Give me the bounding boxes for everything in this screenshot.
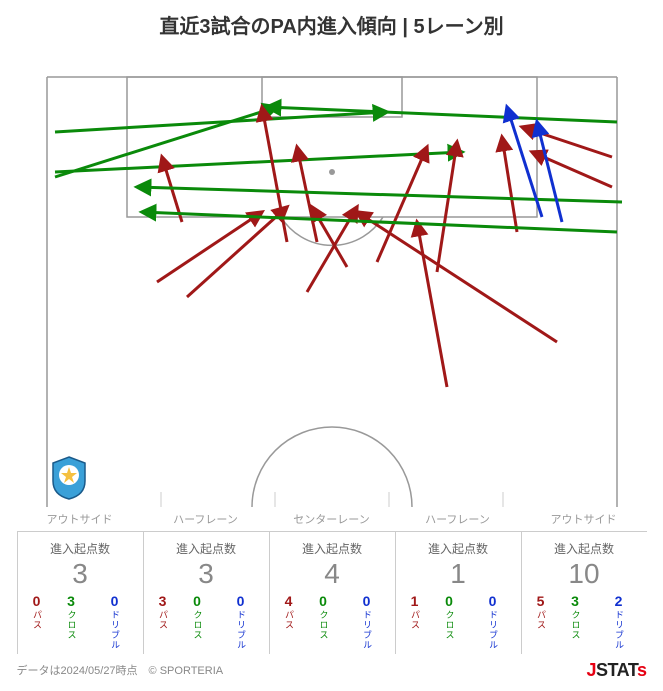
stat-dribble: 0 ドリブル bbox=[349, 594, 385, 650]
stat-cross-value: 3 bbox=[571, 594, 579, 608]
stat-dribble-value: 0 bbox=[363, 594, 371, 608]
stat-pass-value: 3 bbox=[159, 594, 167, 608]
stat-cross-value: 0 bbox=[319, 594, 327, 608]
arrow-cross bbox=[55, 152, 462, 172]
lane-stat-cell: 進入起点数 3 0 パス 3 クロス 0 ドリブル bbox=[17, 532, 144, 654]
stat-cross-label: クロス bbox=[571, 610, 580, 640]
chart-container: 直近3試合のPA内進入傾向 | 5レーン別 アウトサイドハーフレー bbox=[10, 10, 653, 681]
stat-total: 3 bbox=[22, 559, 139, 590]
stat-cross-label: クロス bbox=[445, 610, 454, 640]
jstats-logo: JSTATs bbox=[586, 660, 646, 681]
stat-cross: 3 クロス bbox=[58, 594, 85, 650]
arrow-cross bbox=[137, 187, 622, 202]
stat-header: 進入起点数 bbox=[22, 540, 139, 557]
stat-dribble: 2 ドリブル bbox=[601, 594, 637, 650]
stat-breakdown: 4 パス 0 クロス 0 ドリブル bbox=[274, 594, 391, 650]
chart-title: 直近3試合のPA内進入傾向 | 5レーン別 bbox=[10, 10, 653, 39]
arrow-pass bbox=[437, 142, 457, 272]
lane-label: ハーフレーン bbox=[395, 507, 521, 531]
stat-pass: 4 パス bbox=[280, 594, 298, 650]
stat-cross-label: クロス bbox=[193, 610, 202, 640]
arrow-pass bbox=[377, 147, 427, 262]
stat-pass: 0 パス bbox=[28, 594, 46, 650]
stat-pass-label: パス bbox=[158, 610, 167, 630]
lane-stat-cell: 進入起点数 4 4 パス 0 クロス 0 ドリブル bbox=[270, 532, 396, 654]
arrow-pass bbox=[417, 222, 447, 387]
stat-dribble-label: ドリブル bbox=[362, 610, 371, 650]
stat-breakdown: 1 パス 0 クロス 0 ドリブル bbox=[400, 594, 517, 650]
arrow-cross bbox=[55, 112, 387, 132]
stat-cross-value: 0 bbox=[445, 594, 453, 608]
arrow-pass bbox=[357, 212, 557, 342]
stat-cross-value: 0 bbox=[193, 594, 201, 608]
stat-header: 進入起点数 bbox=[148, 540, 265, 557]
stat-dribble-value: 0 bbox=[489, 594, 497, 608]
stat-pass-label: パス bbox=[410, 610, 419, 630]
stat-dribble-value: 0 bbox=[237, 594, 245, 608]
stat-cross: 3 クロス bbox=[562, 594, 589, 650]
stat-total: 1 bbox=[400, 559, 517, 590]
stat-cross: 0 クロス bbox=[310, 594, 337, 650]
stat-dribble: 0 ドリブル bbox=[223, 594, 259, 650]
stat-dribble: 0 ドリブル bbox=[97, 594, 133, 650]
stat-pass: 5 パス bbox=[532, 594, 550, 650]
arrow-cross bbox=[267, 107, 617, 122]
stat-total: 4 bbox=[274, 559, 391, 590]
stat-header: 進入起点数 bbox=[526, 540, 643, 557]
pitch-area bbox=[17, 47, 647, 507]
lane-label: アウトサイド bbox=[17, 507, 143, 531]
stat-pass-value: 4 bbox=[285, 594, 293, 608]
lane-label: センターレーン bbox=[269, 507, 395, 531]
stat-breakdown: 5 パス 3 クロス 2 ドリブル bbox=[526, 594, 643, 650]
stat-dribble-value: 0 bbox=[111, 594, 119, 608]
stat-breakdown: 0 パス 3 クロス 0 ドリブル bbox=[22, 594, 139, 650]
stat-cross: 0 クロス bbox=[436, 594, 463, 650]
lane-stats-row: 進入起点数30パス3クロス0ドリブル進入起点数33パス0クロス0ドリブル進入起点… bbox=[17, 531, 647, 654]
pitch-lines bbox=[47, 77, 617, 507]
arrow-pass bbox=[262, 107, 287, 242]
stat-dribble-label: ドリブル bbox=[614, 610, 623, 650]
stat-dribble-label: ドリブル bbox=[110, 610, 119, 650]
stat-total: 10 bbox=[526, 559, 643, 590]
lane-label: アウトサイド bbox=[521, 507, 647, 531]
stat-pass-label: パス bbox=[32, 610, 41, 630]
stat-header: 進入起点数 bbox=[400, 540, 517, 557]
stat-pass: 3 パス bbox=[154, 594, 172, 650]
stat-total: 3 bbox=[148, 559, 265, 590]
stat-cross-label: クロス bbox=[319, 610, 328, 640]
stat-header: 進入起点数 bbox=[274, 540, 391, 557]
lane-stat-cell: 進入起点数 10 5 パス 3 クロス 2 ドリブル bbox=[522, 532, 647, 654]
lane-stat-cell: 進入起点数 1 1 パス 0 クロス 0 ドリブル bbox=[396, 532, 522, 654]
stat-cross: 0 クロス bbox=[184, 594, 211, 650]
team-badge-icon bbox=[49, 455, 89, 501]
lane-stat-cell: 進入起点数 3 3 パス 0 クロス 0 ドリブル bbox=[144, 532, 270, 654]
footer-credit: データは2024/05/27時点 © SPORTERIA bbox=[17, 662, 224, 678]
chart-footer: データは2024/05/27時点 © SPORTERIA JSTATs bbox=[17, 660, 647, 681]
stat-pass-label: パス bbox=[536, 610, 545, 630]
pitch-svg bbox=[17, 47, 647, 507]
arrow-pass bbox=[157, 212, 262, 282]
stat-cross-value: 3 bbox=[67, 594, 75, 608]
arrow-cross bbox=[142, 212, 617, 232]
stat-dribble-label: ドリブル bbox=[236, 610, 245, 650]
stat-pass: 1 パス bbox=[406, 594, 424, 650]
stat-pass-value: 1 bbox=[411, 594, 419, 608]
arrow-pass bbox=[532, 152, 612, 187]
stat-pass-label: パス bbox=[284, 610, 293, 630]
lane-labels-row: アウトサイドハーフレーンセンターレーンハーフレーンアウトサイド bbox=[17, 507, 647, 531]
lane-label: ハーフレーン bbox=[143, 507, 269, 531]
stat-pass-value: 0 bbox=[33, 594, 41, 608]
stat-cross-label: クロス bbox=[67, 610, 76, 640]
stat-dribble-value: 2 bbox=[615, 594, 623, 608]
stat-dribble: 0 ドリブル bbox=[475, 594, 511, 650]
arrow-pass bbox=[297, 147, 317, 242]
stat-dribble-label: ドリブル bbox=[488, 610, 497, 650]
stat-breakdown: 3 パス 0 クロス 0 ドリブル bbox=[148, 594, 265, 650]
stat-pass-value: 5 bbox=[537, 594, 545, 608]
